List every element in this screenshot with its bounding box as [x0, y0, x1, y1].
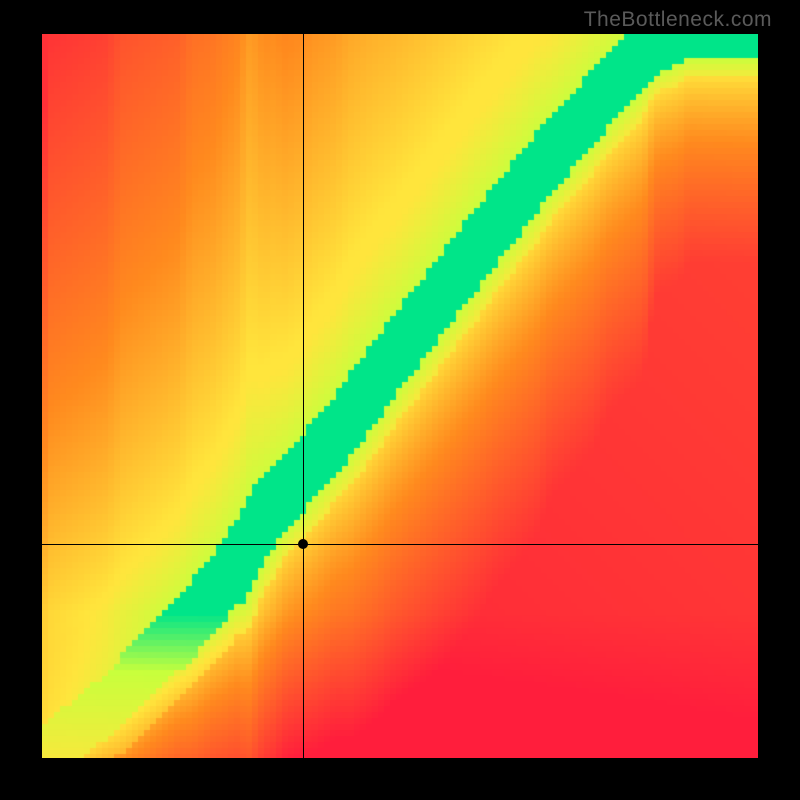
crosshair-marker: [298, 539, 308, 549]
heatmap-canvas: [42, 34, 758, 758]
watermark-text: TheBottleneck.com: [584, 8, 772, 32]
heatmap-plot: [42, 34, 758, 758]
crosshair-horizontal: [42, 544, 758, 545]
crosshair-vertical: [303, 34, 304, 758]
